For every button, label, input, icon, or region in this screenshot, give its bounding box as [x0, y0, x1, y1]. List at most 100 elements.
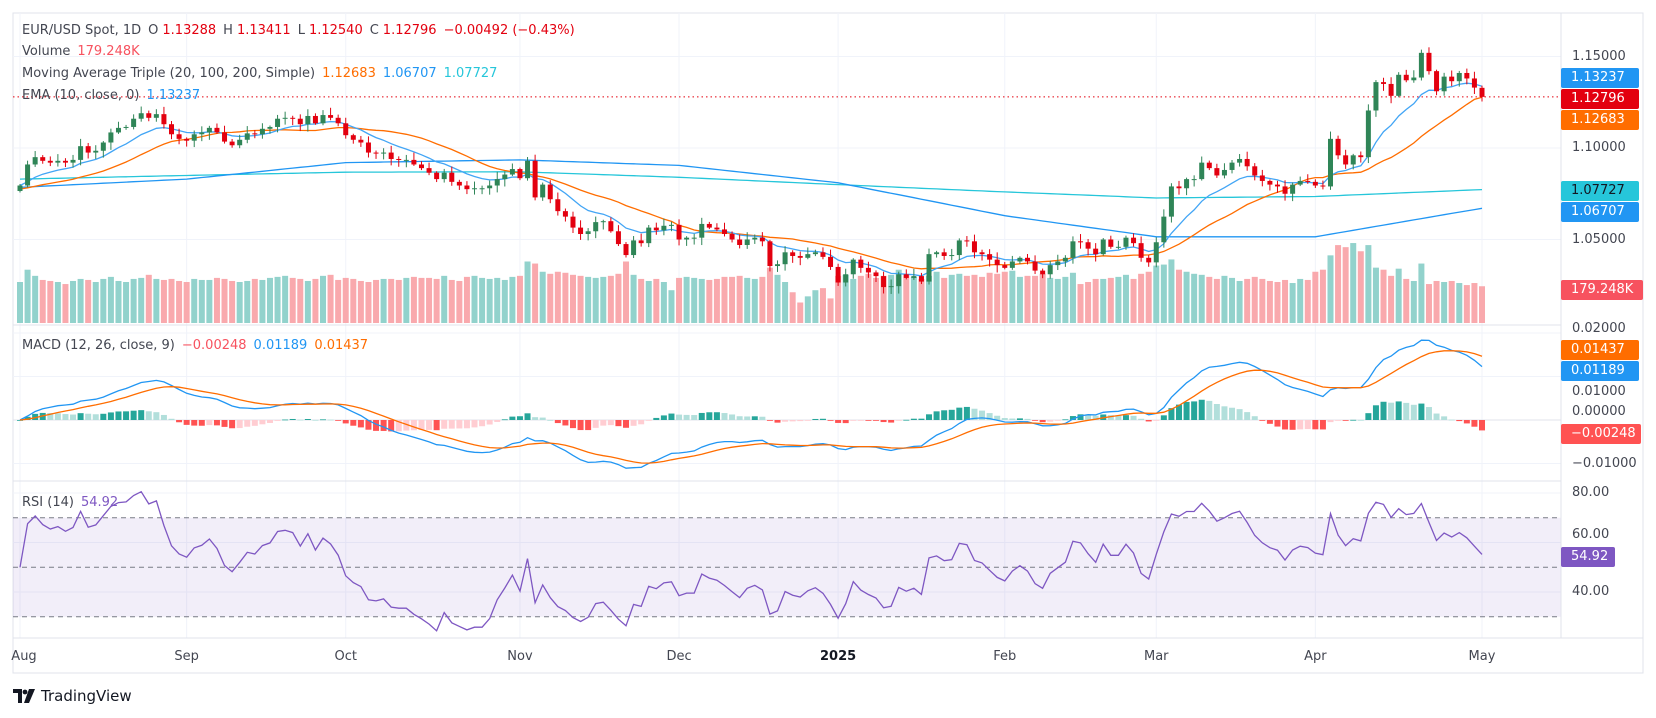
macd-histogram-bar: [562, 420, 569, 426]
macd-histogram-bar: [1168, 408, 1175, 420]
macd-histogram-bar: [183, 420, 190, 425]
macd-histogram-bar: [32, 413, 39, 420]
candle-body: [729, 234, 735, 240]
candle-body: [502, 174, 508, 180]
candle-body: [843, 274, 849, 283]
volume-bar: [1327, 255, 1334, 323]
macd-histogram-bar: [1479, 420, 1485, 431]
candle-body: [812, 252, 818, 255]
macd-histogram-bar: [266, 420, 273, 423]
volume-bar: [501, 279, 508, 323]
macd-histogram-bar: [880, 420, 887, 423]
macd-histogram-bar: [1312, 420, 1319, 430]
candle-body: [737, 239, 743, 245]
volume-bar: [630, 274, 637, 323]
rsi-value-box: 54.92: [1561, 547, 1615, 567]
ma-legend-label[interactable]: Moving Average Triple (20, 100, 200, Sim…: [22, 66, 316, 81]
volume-bar: [463, 276, 470, 323]
candle-body: [275, 118, 281, 127]
candle-body: [418, 164, 424, 169]
macd-histogram-bar: [1206, 400, 1213, 420]
candle-body: [1244, 158, 1250, 167]
macd-histogram-bar: [1448, 419, 1455, 421]
macd-histogram-bar: [706, 412, 713, 420]
macd-histogram-bar: [926, 414, 933, 420]
macd-histogram-bar: [1433, 413, 1440, 420]
volume-bar: [948, 274, 955, 323]
candle-body: [525, 160, 531, 179]
candle-body: [699, 223, 705, 238]
volume-bar: [213, 277, 220, 323]
volume-bar: [789, 292, 796, 323]
tradingview-logo[interactable]: TradingView: [13, 687, 132, 705]
candle-body: [358, 139, 364, 143]
candle-body: [934, 252, 940, 255]
macd-histogram-bar: [312, 419, 319, 421]
macd-histogram-bar: [138, 410, 145, 420]
volume-bar: [123, 282, 130, 323]
macd-histogram-bar: [827, 420, 834, 421]
macd-histogram-bar: [1380, 401, 1387, 420]
volume-bar: [721, 276, 728, 323]
volume-bar: [1304, 279, 1311, 323]
candle-body: [388, 152, 394, 159]
macd-histogram-bar: [1236, 409, 1243, 420]
volume-bar: [1425, 284, 1432, 323]
macd-histogram-bar: [479, 420, 486, 427]
candle-body: [176, 134, 182, 139]
volume-bar: [1441, 282, 1448, 323]
time-axis-label: Aug: [11, 649, 37, 664]
volume-bar: [54, 282, 61, 323]
macd-histogram-bar: [842, 420, 849, 424]
candle-body: [1320, 185, 1326, 187]
candle-body: [691, 237, 697, 239]
macd-histogram-bar: [660, 415, 667, 420]
macd-histogram-bar: [327, 419, 334, 421]
volume-bar: [547, 273, 554, 323]
candle-body: [964, 240, 970, 242]
volume-bar: [206, 279, 213, 323]
volume-bar: [744, 277, 751, 323]
candle-body: [214, 127, 220, 133]
volume-bar: [1266, 280, 1273, 323]
macd-histogram-bar: [630, 420, 637, 426]
volume-legend-label[interactable]: Volume: [22, 44, 71, 59]
volume-bar: [1403, 278, 1410, 323]
candle-body: [62, 160, 68, 163]
volume-bar: [433, 278, 440, 323]
volume-bar: [32, 275, 39, 323]
candle-body: [199, 132, 205, 135]
rsi-legend-label[interactable]: RSI (14): [22, 495, 74, 510]
macd-histogram-bar: [577, 420, 584, 431]
candle-body: [259, 128, 265, 135]
volume-bar: [289, 277, 296, 323]
macd-histogram-bar: [24, 416, 31, 420]
candle-body: [1434, 71, 1440, 92]
ema-legend-label[interactable]: EMA (10, close, 0): [22, 88, 140, 103]
candle-body: [578, 227, 584, 235]
candle-body: [472, 188, 478, 190]
volume-bar: [903, 273, 910, 323]
candle-body: [365, 142, 371, 153]
candle-body: [85, 146, 91, 153]
volume-bar: [516, 275, 523, 323]
macd-histogram-bar: [668, 413, 675, 420]
macd-histogram-bar: [1335, 420, 1342, 421]
macd-pane: [13, 339, 1561, 469]
volume-bar: [1107, 277, 1114, 323]
volume-bar: [910, 276, 917, 323]
macd-histogram-bar: [1463, 420, 1470, 424]
candle-body: [615, 231, 621, 245]
volume-bar: [888, 274, 895, 323]
macd-legend-label[interactable]: MACD (12, 26, close, 9): [22, 338, 175, 353]
candle-body: [926, 254, 932, 282]
volume-bar: [395, 279, 402, 323]
volume-bar: [1213, 278, 1220, 323]
candle-body: [1085, 242, 1091, 249]
candle-body: [1055, 261, 1061, 266]
volume-bar: [327, 274, 334, 323]
price-tick: 1.15000: [1572, 49, 1626, 64]
symbol-title[interactable]: EUR/USD Spot, 1D: [22, 23, 142, 38]
macd-histogram-bar: [1251, 416, 1258, 420]
